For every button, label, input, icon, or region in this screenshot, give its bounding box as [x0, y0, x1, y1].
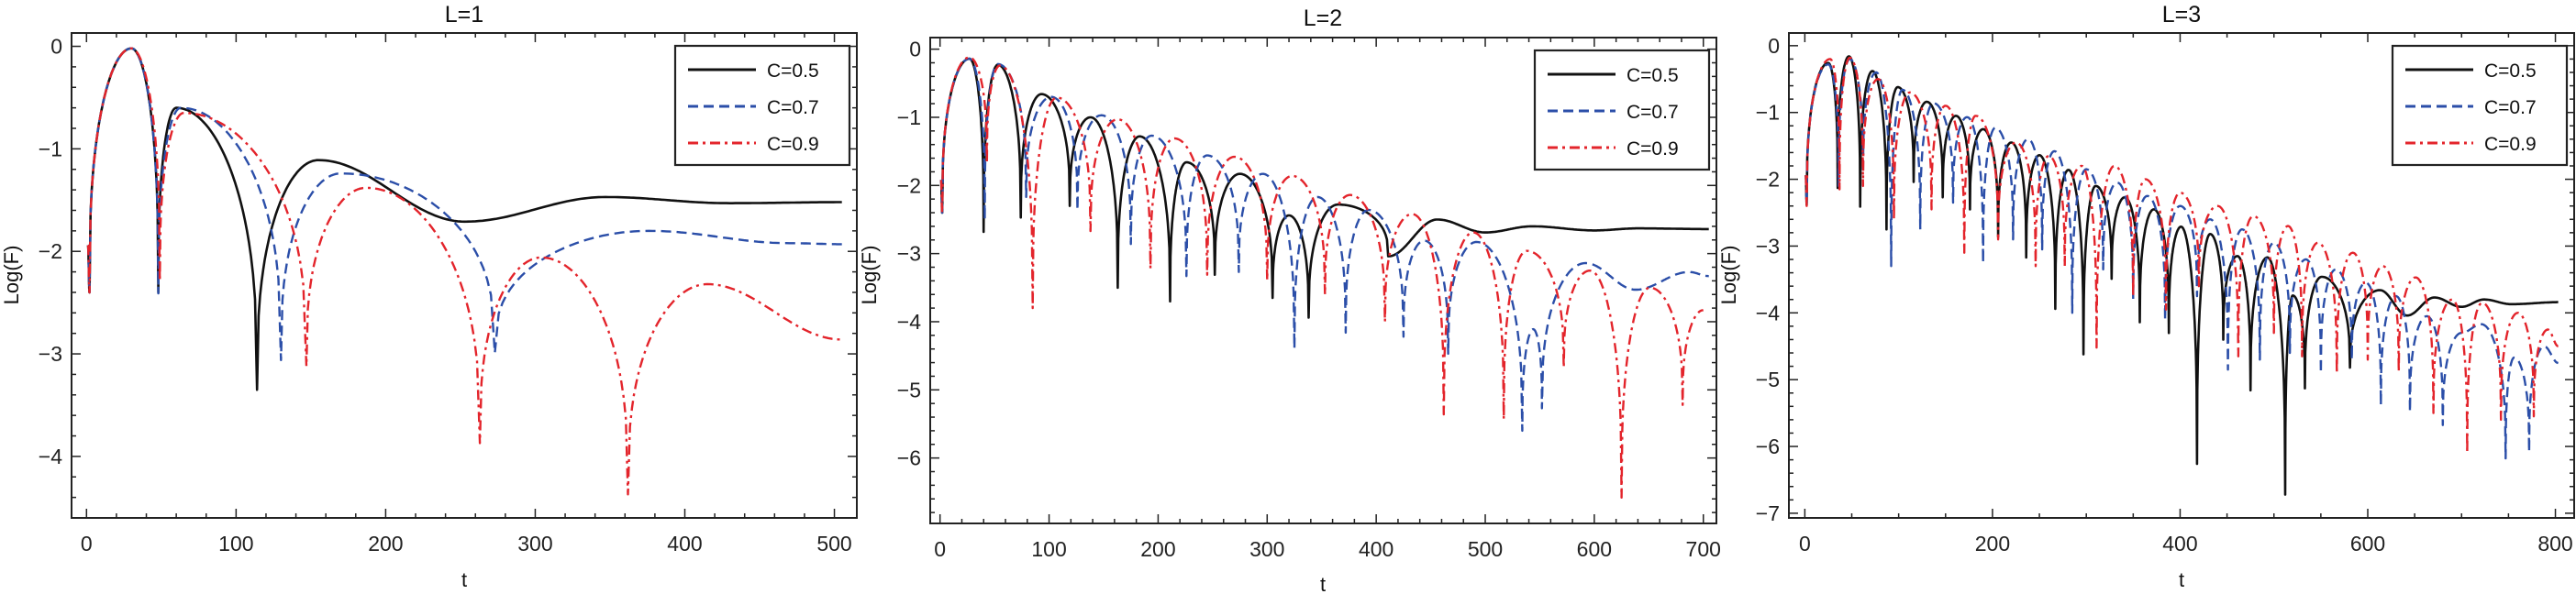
panel-l2: L=2 t Log(F): [858, 6, 1342, 594]
x-tick-label: 400: [1359, 537, 1393, 561]
y-tick-label: −3: [897, 242, 921, 266]
x-tick-label: 400: [667, 532, 702, 556]
plot-frame: [929, 37, 1717, 524]
y-tick-label: −6: [897, 446, 921, 470]
panel-title: L=3: [2162, 2, 2201, 28]
x-tick-label: 200: [1140, 537, 1175, 561]
y-tick-label: −1: [897, 105, 921, 129]
y-axis-label: Log(F): [858, 246, 881, 305]
plot-frame: [71, 32, 858, 519]
legend-label: C=0.9: [1627, 138, 1679, 160]
x-tick-label: 200: [1975, 532, 2010, 556]
legend-label: C=0.7: [767, 97, 819, 118]
x-tick-label: 600: [2350, 532, 2385, 556]
plot-frame: [1788, 32, 2575, 519]
legend-label: C=0.5: [2484, 60, 2537, 82]
y-tick-label: −4: [1756, 301, 1780, 324]
y-tick-label: −1: [39, 137, 62, 160]
x-axis-label: t: [461, 568, 467, 591]
series-line-c-0-5: [939, 57, 1709, 319]
series-line-c-0-7: [86, 47, 842, 361]
legend-box: [1533, 49, 1711, 171]
y-tick-label: −4: [39, 445, 62, 468]
legend-label: C=0.5: [767, 60, 819, 82]
x-tick-label: 100: [218, 532, 253, 556]
y-tick-label: −2: [897, 173, 921, 197]
legend-label: C=0.5: [1627, 65, 1679, 86]
y-tick-label: −1: [1756, 101, 1780, 125]
x-axis-label: t: [2179, 568, 2184, 591]
y-tick-label: −7: [1756, 501, 1780, 525]
y-tick-label: −4: [897, 310, 921, 334]
series-line-c-0-9: [939, 56, 1704, 499]
legend-box: [673, 44, 851, 167]
y-tick-label: 0: [909, 38, 921, 61]
legend-box: [2391, 44, 2569, 167]
y-tick-label: 0: [1768, 34, 1780, 58]
y-tick-label: −3: [1756, 234, 1780, 258]
legend-label: C=0.9: [2484, 134, 2537, 155]
y-tick-label: −5: [897, 378, 921, 402]
x-tick-label: 300: [517, 532, 552, 556]
x-tick-label: 0: [934, 537, 946, 561]
x-axis-label: t: [1320, 573, 1326, 594]
x-tick-label: 0: [1799, 532, 1811, 556]
legend-label: C=0.9: [767, 134, 819, 155]
x-tick-label: 200: [368, 532, 403, 556]
x-tick-label: 500: [1468, 537, 1503, 561]
legend-label: C=0.7: [2484, 97, 2537, 118]
y-tick-label: −6: [1756, 434, 1780, 458]
y-tick-label: −5: [1756, 368, 1780, 391]
legend: C=0.5 C=0.7 C=0.9: [2391, 44, 2569, 167]
y-tick-label: −2: [1756, 168, 1780, 192]
x-tick-label: 700: [1686, 537, 1721, 561]
series-line-c-0-7: [939, 57, 1710, 433]
series-line-c-0-7: [1804, 58, 2559, 460]
x-tick-label: 600: [1577, 537, 1612, 561]
legend: C=0.5 C=0.7 C=0.9 0 100 200 300 400 500 600 700 0 −1…: [673, 32, 2575, 561]
x-tick-label: 400: [2162, 532, 2197, 556]
x-tick-label: 100: [1031, 537, 1066, 561]
panel-l3: L=3 t Log(F): [1717, 2, 2201, 591]
x-tick-label: 800: [2537, 532, 2572, 556]
x-tick-label: 500: [816, 532, 851, 556]
y-tick-label: −2: [39, 239, 62, 263]
x-tick-label: 300: [1249, 537, 1284, 561]
y-tick-label: −3: [39, 342, 62, 366]
series-line-c-0-9: [86, 47, 842, 496]
y-tick-label: 0: [50, 35, 62, 59]
legend-label: C=0.7: [1627, 102, 1679, 123]
y-axis-label: Log(F): [1717, 246, 1740, 305]
x-tick-label: 0: [81, 532, 93, 556]
panel-title: L=1: [445, 2, 483, 28]
panel-title: L=2: [1304, 6, 1342, 31]
legend: C=0.5 C=0.7 C=0.9 0 200 400 600 800 0 −1 −2 −3 −4 −5 −…: [1533, 32, 2575, 556]
y-axis-label: Log(F): [0, 246, 23, 305]
series-line-c-0-9: [1804, 56, 2559, 455]
